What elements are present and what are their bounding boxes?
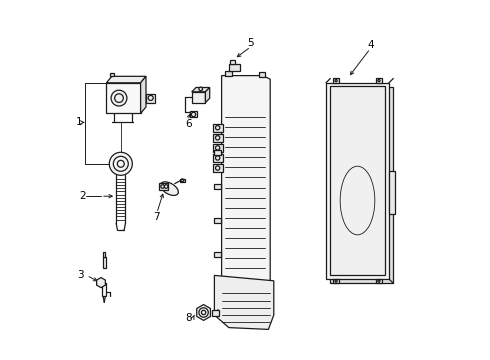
Bar xyxy=(330,87,393,283)
Bar xyxy=(229,64,240,71)
Bar xyxy=(330,86,385,275)
Bar xyxy=(192,92,205,103)
Polygon shape xyxy=(197,305,211,320)
Text: 2: 2 xyxy=(79,191,86,201)
Text: 7: 7 xyxy=(153,212,160,222)
Bar xyxy=(103,257,106,268)
Bar xyxy=(146,94,155,103)
Bar xyxy=(215,218,221,223)
Bar xyxy=(215,184,221,189)
Bar xyxy=(376,279,382,283)
Polygon shape xyxy=(215,275,274,329)
Bar xyxy=(230,60,235,64)
Bar xyxy=(159,183,168,190)
Polygon shape xyxy=(97,278,105,288)
Bar xyxy=(106,83,141,113)
Circle shape xyxy=(109,152,132,175)
Polygon shape xyxy=(141,76,146,113)
Bar xyxy=(259,72,265,77)
Polygon shape xyxy=(106,76,146,83)
Polygon shape xyxy=(221,76,270,290)
Bar xyxy=(389,171,395,214)
Bar xyxy=(103,252,105,257)
Text: 3: 3 xyxy=(77,270,84,280)
Text: 4: 4 xyxy=(367,40,373,50)
Circle shape xyxy=(199,308,208,317)
Bar xyxy=(376,78,382,83)
Bar xyxy=(215,150,221,155)
Polygon shape xyxy=(205,87,210,103)
Circle shape xyxy=(111,90,127,106)
Text: 6: 6 xyxy=(185,119,192,129)
Bar xyxy=(213,124,222,132)
Bar xyxy=(326,83,389,279)
Ellipse shape xyxy=(160,182,178,195)
Text: 5: 5 xyxy=(247,38,254,48)
Bar xyxy=(215,252,221,257)
Text: 8: 8 xyxy=(185,312,192,323)
Bar xyxy=(213,154,222,162)
Bar xyxy=(102,283,106,296)
Bar xyxy=(213,164,222,172)
Bar xyxy=(180,179,185,182)
Bar xyxy=(190,111,197,117)
Bar xyxy=(225,71,232,76)
Bar xyxy=(212,310,219,316)
Bar xyxy=(333,78,339,83)
Bar xyxy=(213,134,222,142)
Bar xyxy=(333,279,339,283)
Text: 1: 1 xyxy=(76,117,83,127)
Bar xyxy=(213,144,222,152)
Bar xyxy=(110,73,114,76)
Circle shape xyxy=(199,87,202,91)
Polygon shape xyxy=(192,87,210,92)
